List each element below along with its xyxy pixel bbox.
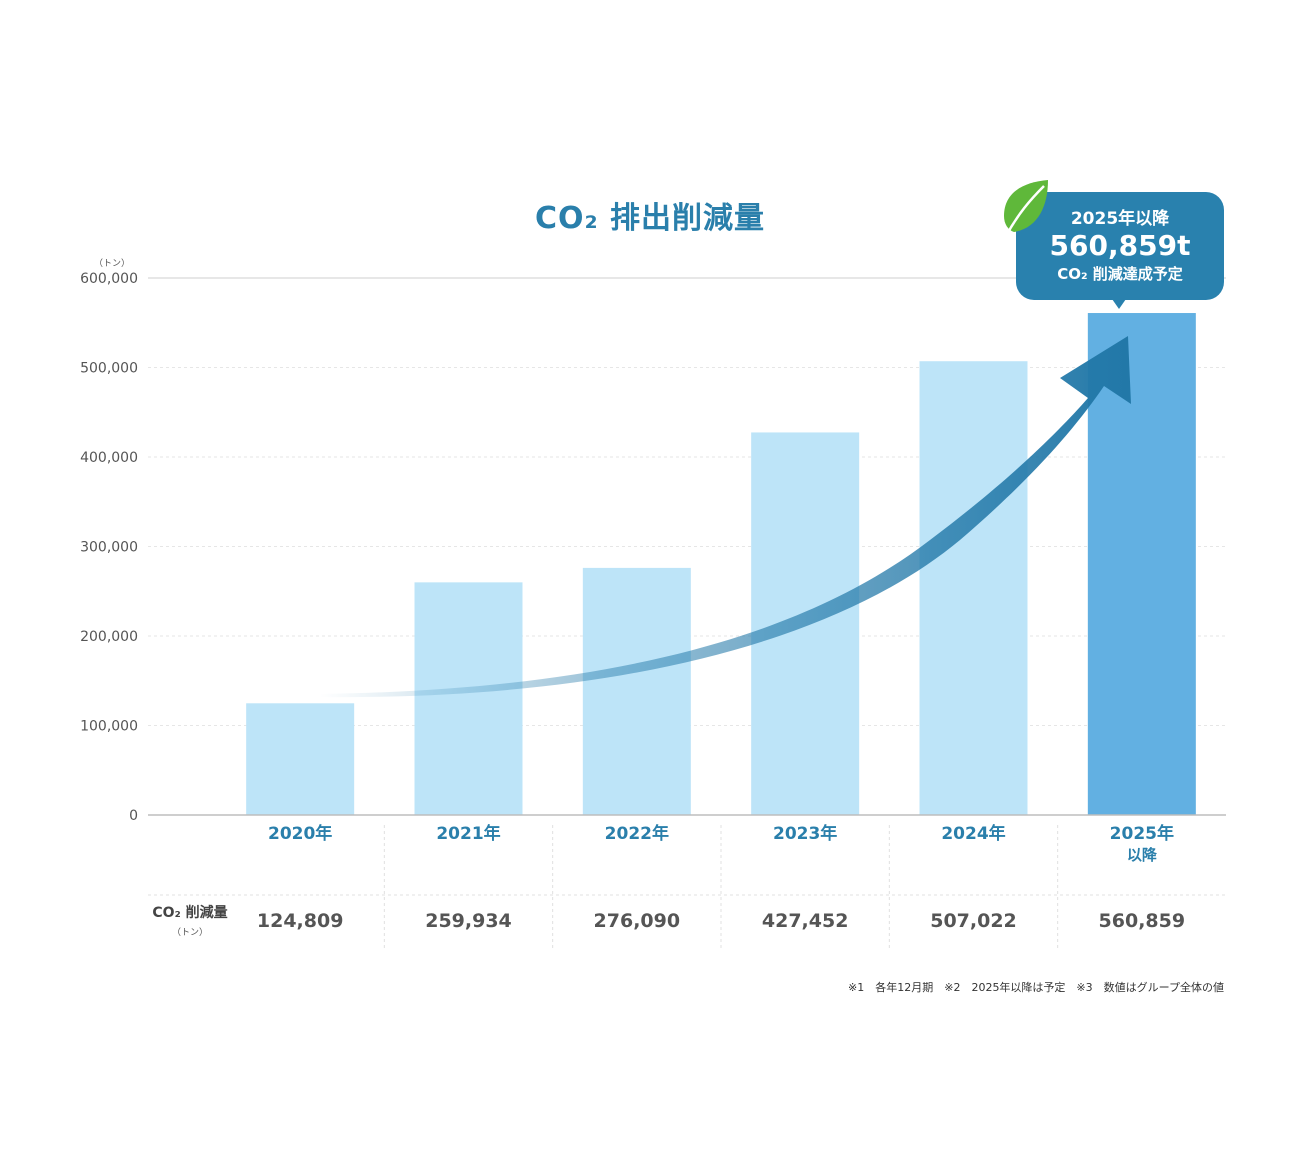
y-axis-unit: （トン）: [94, 259, 131, 269]
table-row-label: CO₂ 削減量: [152, 905, 228, 921]
y-tick-label: 400,000: [80, 450, 138, 466]
bar: [246, 703, 355, 815]
table-cell: 560,859: [1098, 910, 1186, 932]
bar: [582, 567, 691, 815]
callout-box: 2025年以降 560,859t CO₂ 削減達成予定: [1016, 192, 1224, 300]
x-tick-label: 2025年 以降: [1109, 824, 1174, 864]
growth-arrow: [320, 336, 1131, 698]
chart-title: CO₂ 排出削減量: [534, 201, 766, 236]
table-cell: 276,090: [593, 910, 681, 932]
table-cell: 259,934: [425, 910, 512, 932]
table-cell: 124,809: [256, 910, 344, 932]
table-cell: 427,452: [761, 910, 849, 932]
y-tick-label: 100,000: [80, 719, 138, 735]
x-tick-label: 2022年: [604, 824, 669, 844]
leaf-icon: [1004, 180, 1048, 237]
y-tick-label: 200,000: [80, 629, 138, 645]
bar: [414, 582, 523, 815]
callout-tail: [1112, 299, 1126, 309]
table-row-unit: （トン）: [171, 928, 208, 938]
y-tick-label: 300,000: [80, 540, 138, 556]
x-tick-label: 2021年: [436, 824, 501, 844]
callout-line3: CO₂ 削減達成予定: [1057, 265, 1183, 283]
callout-line1: 2025年以降: [1070, 209, 1170, 229]
x-tick-label: 2024年: [941, 824, 1006, 844]
x-tick-label: 2023年: [772, 824, 838, 844]
bar: [1087, 313, 1196, 815]
footnotes: ※1 各年12月期 ※2 2025年以降は予定 ※3 数値はグループ全体の値: [848, 981, 1224, 994]
y-tick-label: 0: [129, 808, 138, 824]
bar: [919, 361, 1028, 815]
y-tick-label: 600,000: [80, 271, 138, 287]
x-tick-label: 2020年: [267, 824, 333, 844]
callout-line2: 560,859t: [1049, 229, 1191, 262]
table-cell: 507,022: [930, 910, 1017, 932]
y-tick-label: 500,000: [80, 361, 138, 377]
